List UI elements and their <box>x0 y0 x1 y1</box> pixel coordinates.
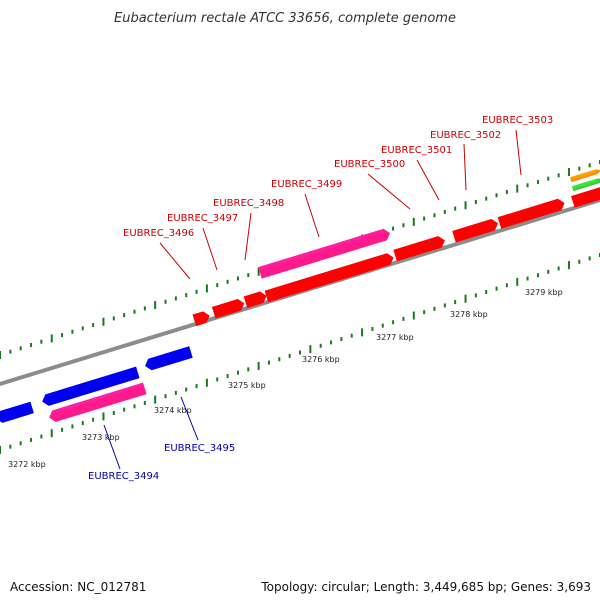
genome-title: Eubacterium rectale ATCC 33656, complete… <box>114 11 456 26</box>
accession-text: Accession: NC_012781 <box>10 580 147 594</box>
scale-tick-label: 3272 kbp <box>8 460 46 469</box>
gene-leader-line <box>103 424 121 470</box>
gene-arrow-eubrec_3503[interactable] <box>497 197 567 229</box>
gene-arrow-eubrec_3495[interactable] <box>143 346 193 372</box>
gene-leader-line <box>304 193 320 238</box>
scale-tick-label: 3278 kbp <box>450 310 488 319</box>
gene-arrow-eubrec_3497[interactable] <box>211 298 246 319</box>
scale-tick-label: 3275 kbp <box>228 381 266 390</box>
gene-leader-line <box>202 227 218 271</box>
lower-tick-track <box>0 253 600 454</box>
scale-tick-label: 3273 kbp <box>82 433 120 442</box>
gene-leader-line <box>180 396 199 441</box>
scale-tick-label: 3277 kbp <box>376 333 414 342</box>
gene-arrow-eubrec_3496[interactable] <box>192 310 212 327</box>
gene-arrow-eubrec_3494[interactable] <box>47 382 147 424</box>
gene-label-eubrec_3495[interactable]: EUBREC_3495 <box>164 443 235 454</box>
gene-leader-line <box>463 143 467 191</box>
gene-arrow-eubrec_3499[interactable] <box>258 227 392 279</box>
gene-label-eubrec_3501[interactable]: EUBREC_3501 <box>381 145 452 156</box>
feature-green[interactable] <box>571 177 600 192</box>
gene-arrow-unlabeled[interactable] <box>0 401 34 425</box>
gene-label-eubrec_3503[interactable]: EUBREC_3503 <box>482 115 553 126</box>
gene-arrow-eubrec_3500[interactable] <box>264 252 396 303</box>
gene-leader-line <box>515 129 522 176</box>
gene-label-eubrec_3499[interactable]: EUBREC_3499 <box>271 179 342 190</box>
gene-label-eubrec_3494[interactable]: EUBREC_3494 <box>88 471 159 482</box>
gene-arrow-unlabeled[interactable] <box>571 184 600 208</box>
genome-summary-text: Topology: circular; Length: 3,449,685 bp… <box>261 580 591 594</box>
feature-orange[interactable] <box>569 168 600 183</box>
gene-arrow-eubrec_3502[interactable] <box>452 218 499 243</box>
gene-label-eubrec_3500[interactable]: EUBREC_3500 <box>334 159 405 170</box>
gene-label-eubrec_3502[interactable]: EUBREC_3502 <box>430 130 501 141</box>
gene-leader-line <box>416 159 440 201</box>
gene-arrow-eubrec_3498[interactable] <box>243 290 269 308</box>
genome-map: 3272 kbp 3273 kbp 3274 kbp 3275 kbp 3276 kbp… <box>0 115 600 482</box>
gene-label-eubrec_3498[interactable]: EUBREC_3498 <box>213 198 284 209</box>
scale-tick-label: 3274 kbp <box>154 406 192 415</box>
gene-arrow-eubrec_3501[interactable] <box>393 235 446 262</box>
gene-leader-line <box>367 173 411 210</box>
scale-tick-label: 3276 kbp <box>302 355 340 364</box>
gene-arrow-unlabeled[interactable] <box>40 366 140 408</box>
gene-label-eubrec_3497[interactable]: EUBREC_3497 <box>167 213 238 224</box>
scale-tick-label: 3279 kbp <box>525 288 563 297</box>
gene-leader-line <box>244 212 252 261</box>
gene-leader-line <box>159 242 191 280</box>
gene-label-eubrec_3496[interactable]: EUBREC_3496 <box>123 228 194 239</box>
